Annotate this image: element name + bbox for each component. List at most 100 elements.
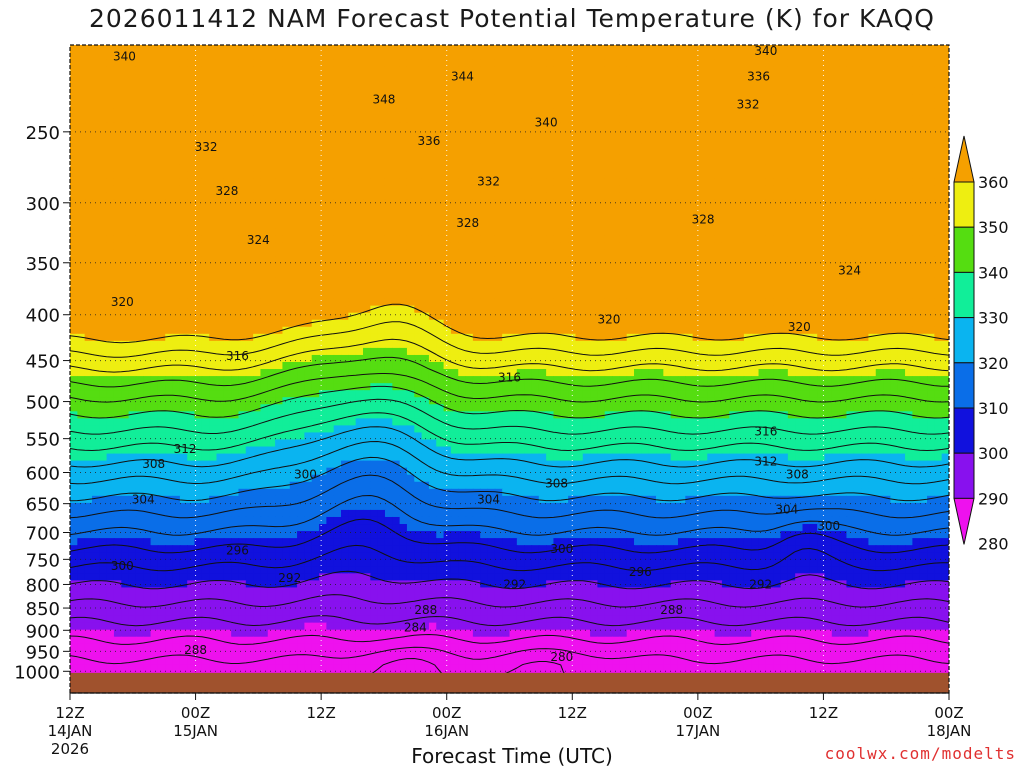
field-cell xyxy=(575,52,584,60)
field-cell xyxy=(253,115,262,124)
field-cell xyxy=(70,136,78,145)
field-cell xyxy=(890,207,899,215)
field-cell xyxy=(91,150,100,159)
field-cell xyxy=(758,305,767,314)
field-cell xyxy=(568,157,577,166)
field-cell xyxy=(297,228,305,236)
field-cell xyxy=(253,298,262,307)
field-cell xyxy=(113,94,122,102)
field-cell xyxy=(634,199,642,208)
field-cell xyxy=(802,164,811,173)
field-cell xyxy=(77,256,86,264)
field-cell xyxy=(172,305,181,314)
field-cell xyxy=(846,192,855,201)
field-cell xyxy=(626,284,635,293)
field-cell xyxy=(875,45,884,53)
field-cell xyxy=(458,291,467,300)
field-cell xyxy=(634,185,642,194)
field-cell xyxy=(692,45,701,53)
field-cell xyxy=(282,143,291,152)
field-cell xyxy=(289,284,298,293)
field-cell xyxy=(685,150,694,159)
field-cell xyxy=(641,171,650,180)
field-cell xyxy=(282,87,291,95)
field-cell xyxy=(846,171,855,180)
field-cell xyxy=(201,277,210,286)
field-cell xyxy=(304,94,313,102)
field-cell xyxy=(436,143,445,152)
field-cell xyxy=(927,249,935,257)
field-cell xyxy=(231,263,240,272)
field-cell xyxy=(253,122,262,131)
field-cell xyxy=(443,129,452,138)
field-cell xyxy=(472,214,481,222)
field-cell xyxy=(634,305,642,314)
field-cell xyxy=(927,192,935,201)
field-cell xyxy=(780,249,789,257)
field-cell xyxy=(84,122,93,131)
field-cell xyxy=(384,157,393,166)
field-cell xyxy=(223,235,232,243)
field-cell xyxy=(363,157,371,166)
field-cell xyxy=(414,207,423,215)
field-cell xyxy=(326,263,335,272)
field-cell xyxy=(216,45,225,53)
field-cell xyxy=(77,305,86,314)
field-cell xyxy=(165,235,174,243)
field-cell xyxy=(809,298,818,307)
field-cell xyxy=(70,171,78,180)
field-cell xyxy=(209,221,218,229)
field-cell xyxy=(582,221,591,229)
field-cell xyxy=(260,319,269,328)
field-cell xyxy=(685,87,694,95)
field-cell xyxy=(721,136,730,145)
field-cell xyxy=(480,164,489,173)
field-cell xyxy=(546,185,555,194)
field-cell xyxy=(297,87,305,95)
field-cell xyxy=(480,122,489,131)
field-cell xyxy=(685,242,694,250)
field-cell xyxy=(919,235,928,243)
field-cell xyxy=(319,150,327,159)
field-cell xyxy=(260,87,269,95)
field-cell xyxy=(436,185,445,194)
field-cell xyxy=(875,192,884,201)
field-cell xyxy=(106,136,115,145)
field-cell xyxy=(619,319,628,328)
field-cell xyxy=(817,87,826,95)
field-cell xyxy=(634,235,642,243)
field-cell xyxy=(172,192,181,201)
field-cell xyxy=(538,270,547,279)
field-cell xyxy=(187,333,196,342)
field-cell xyxy=(714,164,723,173)
field-cell xyxy=(619,256,628,264)
field-cell xyxy=(868,157,877,166)
field-cell xyxy=(443,59,452,67)
field-cell xyxy=(590,73,598,81)
field-cell xyxy=(289,157,298,166)
field-cell xyxy=(150,249,159,257)
field-cell xyxy=(817,263,826,272)
field-cell xyxy=(194,326,203,335)
field-cell xyxy=(582,305,591,314)
field-cell xyxy=(494,101,503,109)
field-cell xyxy=(743,80,752,88)
field-cell xyxy=(883,115,891,124)
field-cell xyxy=(780,94,789,102)
field-cell xyxy=(670,298,679,307)
field-cell xyxy=(289,326,298,335)
field-cell xyxy=(143,207,152,215)
field-cell xyxy=(157,185,166,194)
field-cell xyxy=(663,150,672,159)
field-cell xyxy=(699,249,708,257)
field-cell xyxy=(707,305,716,314)
field-cell xyxy=(619,284,628,293)
field-cell xyxy=(428,199,437,208)
field-cell xyxy=(465,108,474,117)
field-cell xyxy=(480,52,489,60)
field-cell xyxy=(99,108,108,117)
field-cell xyxy=(289,270,298,279)
field-cell xyxy=(890,136,899,145)
field-cell xyxy=(736,228,745,236)
field-cell xyxy=(641,150,650,159)
